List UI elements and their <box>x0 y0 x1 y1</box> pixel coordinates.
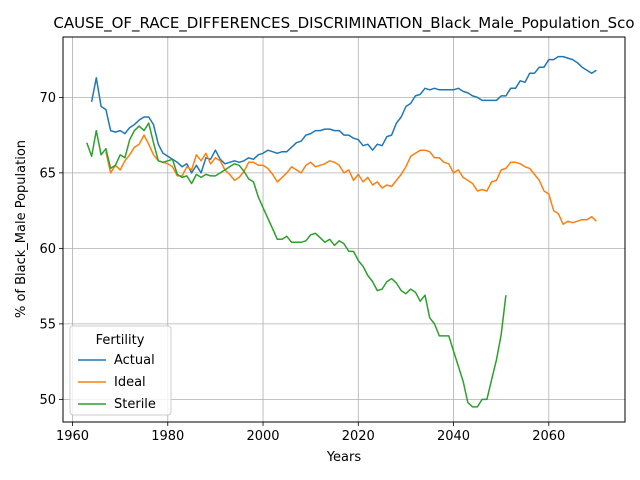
legend-title: Fertility <box>96 333 145 348</box>
legend-label-ideal: Ideal <box>114 375 146 390</box>
y-tick-label: 50 <box>39 393 56 408</box>
x-tick-label: 2000 <box>246 429 279 444</box>
plot-frame <box>62 36 626 423</box>
legend: Fertility Actual Ideal Sterile <box>69 325 172 416</box>
series-line-actual <box>90 55 597 174</box>
x-axis-label: Years <box>326 450 362 465</box>
y-tick-label: 65 <box>39 166 56 181</box>
series-line-ideal <box>105 134 597 225</box>
axis-ticks: 1960 1980 2000 2020 2040 2060 50 55 60 65 70 <box>39 91 565 444</box>
x-tick-label: 2020 <box>342 429 375 444</box>
legend-label-sterile: Sterile <box>114 397 156 412</box>
y-tick-label: 55 <box>39 317 56 332</box>
legend-label-actual: Actual <box>114 353 155 368</box>
y-tick-label: 60 <box>39 242 56 257</box>
x-tick-label: 1960 <box>56 429 89 444</box>
series-lines <box>86 55 597 408</box>
legend-box <box>69 325 172 416</box>
chart-title: CAUSE_OF_RACE_DIFFERENCES_DISCRIMINATION… <box>53 14 634 33</box>
y-axis-label: % of Black_Male Population <box>14 140 29 318</box>
y-tick-label: 70 <box>39 91 56 106</box>
legend-entries: Actual Ideal Sterile <box>78 353 156 412</box>
series-line-sterile <box>86 122 507 408</box>
x-tick-label: 2040 <box>437 429 470 444</box>
x-tick-label: 1980 <box>151 429 184 444</box>
x-tick-label: 2060 <box>532 429 565 444</box>
